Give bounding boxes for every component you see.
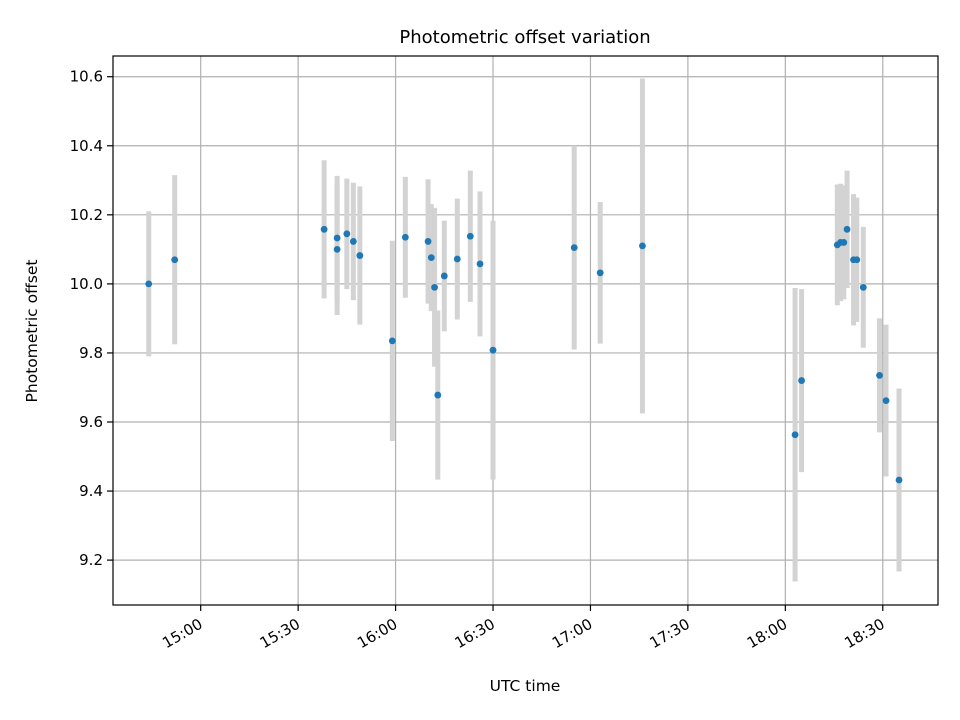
x-tick-label: 15:30: [257, 615, 303, 652]
x-tick-label: 15:00: [159, 615, 205, 652]
data-point: [489, 346, 497, 354]
data-point: [440, 272, 448, 280]
data-point: [431, 283, 438, 291]
data-point: [876, 371, 883, 379]
data-point: [145, 280, 153, 288]
y-tick-label: 10.2: [70, 206, 103, 224]
data-point: [333, 234, 341, 242]
grid: [113, 56, 938, 605]
data-point: [427, 254, 435, 262]
data-point: [570, 244, 578, 252]
data-point: [882, 397, 890, 404]
data-point: [853, 256, 861, 264]
x-tick-label: 17:00: [549, 615, 595, 652]
data-point: [320, 225, 328, 233]
data-point: [349, 238, 357, 245]
chart-title: Photometric offset variation: [399, 27, 650, 48]
y-tick-label: 9.4: [79, 482, 103, 500]
data-point: [424, 238, 432, 245]
x-tick-label: 18:30: [841, 615, 887, 652]
y-axis-label: Photometric offset: [23, 260, 41, 403]
data-point: [639, 242, 646, 250]
data-point: [791, 431, 799, 439]
x-axis-label: UTC time: [490, 677, 561, 695]
plot-area-frame: [112, 55, 939, 606]
data-point: [453, 255, 461, 263]
y-tick-label: 9.2: [79, 551, 103, 569]
data-point: [401, 233, 409, 241]
y-tick-label: 10.6: [70, 68, 103, 86]
y-tick-label: 10.4: [70, 137, 103, 155]
data-point: [895, 476, 903, 484]
data-point: [798, 377, 805, 384]
data-point: [596, 269, 604, 277]
data-point: [171, 256, 179, 264]
error-bars: [146, 78, 902, 582]
data-points: [145, 225, 903, 484]
data-point: [840, 239, 848, 246]
data-point: [343, 230, 351, 238]
x-tick-label: 17:30: [646, 615, 692, 652]
x-tick-label: 18:00: [744, 615, 790, 652]
y-tick-label: 9.8: [79, 344, 103, 362]
x-tick-label: 16:30: [452, 615, 498, 652]
data-point: [434, 391, 442, 399]
axis-ticks: 15:00 15:30 16:00 16:30 17:00 17:30 18:00 18:30…: [70, 68, 888, 652]
y-tick-label: 9.6: [79, 413, 103, 431]
y-tick-label: 10.0: [70, 275, 103, 293]
x-tick-label: 16:00: [354, 615, 400, 652]
data-point: [859, 283, 867, 291]
data-point: [843, 225, 851, 233]
data-point: [333, 245, 341, 253]
data-point: [388, 337, 396, 345]
data-point: [356, 252, 364, 259]
data-point: [476, 260, 484, 268]
data-point: [466, 232, 474, 240]
